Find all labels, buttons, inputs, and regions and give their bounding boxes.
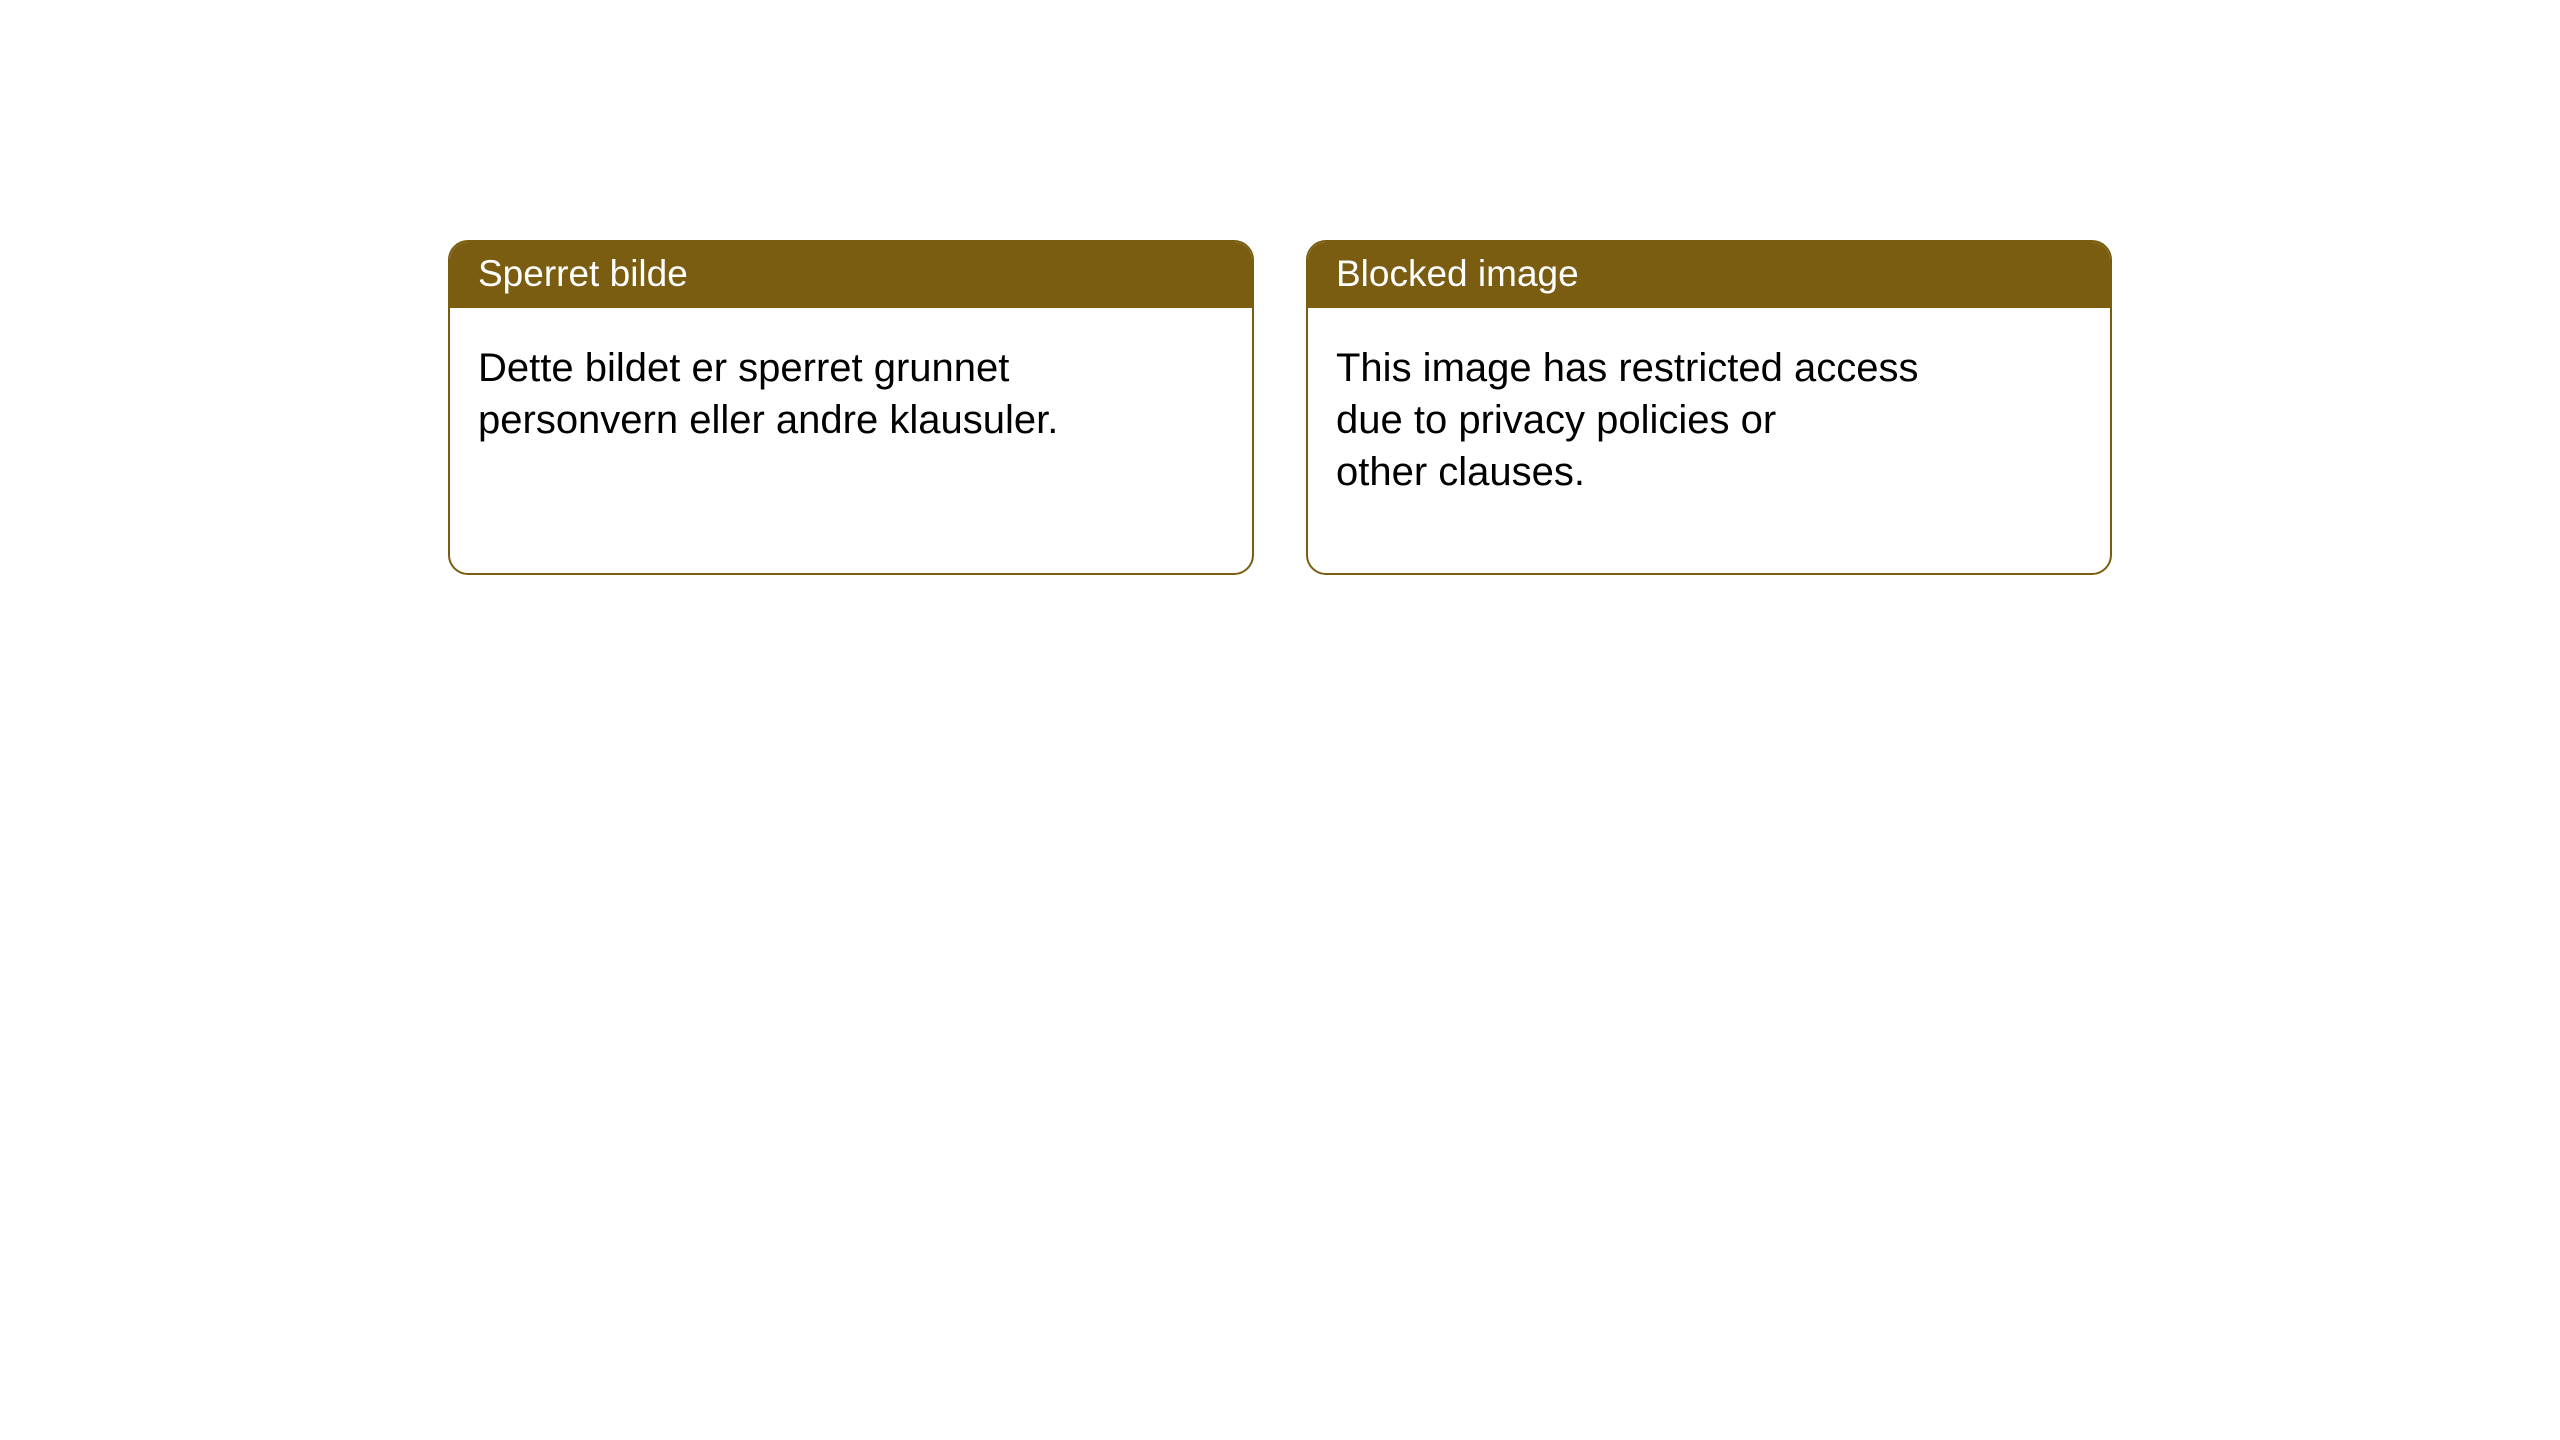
notice-header: Blocked image — [1308, 242, 2110, 308]
notice-body: This image has restricted access due to … — [1308, 308, 2110, 532]
notice-container: Sperret bilde Dette bildet er sperret gr… — [0, 0, 2560, 575]
notice-header: Sperret bilde — [450, 242, 1252, 308]
notice-card-norwegian: Sperret bilde Dette bildet er sperret gr… — [448, 240, 1254, 575]
notice-body: Dette bildet er sperret grunnet personve… — [450, 308, 1252, 480]
notice-card-english: Blocked image This image has restricted … — [1306, 240, 2112, 575]
